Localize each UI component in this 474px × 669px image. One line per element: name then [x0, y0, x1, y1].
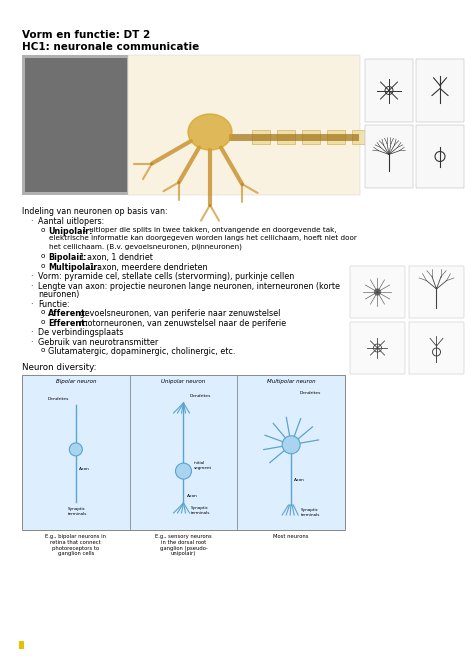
Bar: [22, 375, 345, 530]
Text: Synaptic
terminals: Synaptic terminals: [191, 506, 210, 514]
Bar: [22, 55, 130, 195]
Text: 1 axon, meerdere dendrieten: 1 axon, meerdere dendrieten: [87, 263, 208, 272]
Bar: [277, 130, 295, 144]
Text: Axon: Axon: [79, 468, 90, 472]
Bar: [409, 266, 464, 318]
Text: Bipolair:: Bipolair:: [48, 254, 86, 262]
Text: Afferent:: Afferent:: [48, 310, 89, 318]
Text: ·: ·: [30, 328, 33, 337]
Text: E.g., sensory neurons
in the dorsal root
ganglion (pseudo-
unipolair): E.g., sensory neurons in the dorsal root…: [155, 534, 212, 557]
Text: o: o: [41, 227, 46, 233]
Text: Aantal uitlopers:: Aantal uitlopers:: [38, 217, 104, 226]
Text: Multipolar neuron: Multipolar neuron: [267, 379, 316, 384]
Text: De verbindingsplaats: De verbindingsplaats: [38, 328, 123, 337]
Circle shape: [374, 289, 381, 295]
Text: o: o: [41, 263, 46, 269]
Text: neuronen): neuronen): [38, 290, 79, 300]
Text: Unipolair:: Unipolair:: [48, 227, 92, 236]
Bar: [128, 55, 360, 195]
Text: initial
segment: initial segment: [193, 461, 211, 470]
Text: motorneuronen, van zenuwstelsel naar de periferie: motorneuronen, van zenuwstelsel naar de …: [77, 319, 286, 328]
Text: 1 axon, 1 dendriet: 1 axon, 1 dendriet: [77, 254, 153, 262]
Text: ·: ·: [30, 217, 33, 226]
Bar: [19, 641, 24, 649]
Text: ·: ·: [30, 300, 33, 309]
Text: Vorm: pyramide cel, stellate cells (stervorming), purkinje cellen: Vorm: pyramide cel, stellate cells (ster…: [38, 272, 294, 282]
Text: Unipolar neuron: Unipolar neuron: [161, 379, 206, 384]
Text: Axon: Axon: [294, 478, 305, 482]
Text: ·: ·: [30, 282, 33, 291]
Circle shape: [282, 436, 300, 454]
Bar: [416, 59, 464, 122]
Text: Neuron diversity:: Neuron diversity:: [22, 363, 97, 372]
Bar: [327, 130, 345, 144]
Text: Gebruik van neurotransmitter: Gebruik van neurotransmitter: [38, 338, 158, 347]
Bar: [350, 322, 405, 374]
Text: Glutamatergic, dopaminergic, cholinergic, etc.: Glutamatergic, dopaminergic, cholinergic…: [48, 347, 236, 357]
Text: Lengte van axon: projectie neuronen lange neuronen, interneuronen (korte: Lengte van axon: projectie neuronen lang…: [38, 282, 340, 291]
Text: Functie:: Functie:: [38, 300, 70, 309]
Bar: [25, 58, 127, 192]
Text: E.g., bipolar neurons in
retina that connect
photoreceptors to
ganglion cells: E.g., bipolar neurons in retina that con…: [46, 534, 106, 557]
Text: Vorm en functie: DT 2: Vorm en functie: DT 2: [22, 30, 150, 40]
Text: Bipolar neuron: Bipolar neuron: [55, 379, 96, 384]
Text: elektrische informatie kan doorgegeven worden langs het cellichaam, hoeft niet d: elektrische informatie kan doorgegeven w…: [49, 235, 357, 242]
Text: Dendrites: Dendrites: [299, 391, 320, 395]
Text: Dendrites: Dendrites: [190, 394, 211, 398]
Bar: [416, 125, 464, 188]
Bar: [365, 125, 413, 188]
Bar: [365, 59, 413, 122]
Text: Efferent:: Efferent:: [48, 319, 88, 328]
Text: Dendrites: Dendrites: [47, 397, 69, 401]
Text: o: o: [41, 310, 46, 316]
Bar: [352, 130, 370, 144]
Bar: [350, 266, 405, 318]
Text: Synaptic
terminals: Synaptic terminals: [301, 508, 320, 516]
Text: 1 uitloper die splits in twee takken, ontvangende en doorgevende tak,: 1 uitloper die splits in twee takken, on…: [81, 227, 337, 233]
Text: Indeling van neuronen op basis van:: Indeling van neuronen op basis van:: [22, 207, 168, 216]
Text: gevoelsneuronen, van periferie naar zenuwstelsel: gevoelsneuronen, van periferie naar zenu…: [77, 310, 281, 318]
Polygon shape: [188, 114, 232, 150]
Bar: [409, 322, 464, 374]
Text: Most neurons: Most neurons: [273, 534, 309, 539]
Circle shape: [69, 443, 82, 456]
Text: ·: ·: [30, 338, 33, 347]
Text: HC1: neuronale communicatie: HC1: neuronale communicatie: [22, 42, 199, 52]
Bar: [252, 130, 270, 144]
Text: o: o: [41, 319, 46, 325]
Text: Synaptic
terminals: Synaptic terminals: [68, 507, 87, 516]
Text: ·: ·: [30, 272, 33, 282]
Text: Axon: Axon: [186, 494, 197, 498]
Circle shape: [175, 463, 191, 479]
Text: o: o: [41, 347, 46, 353]
Bar: [302, 130, 320, 144]
Text: Multipolair:: Multipolair:: [48, 263, 100, 272]
Text: o: o: [41, 254, 46, 260]
Text: het cellichaam. (B.v. gevoelsneuronen, pijnneuronen): het cellichaam. (B.v. gevoelsneuronen, p…: [49, 244, 242, 250]
